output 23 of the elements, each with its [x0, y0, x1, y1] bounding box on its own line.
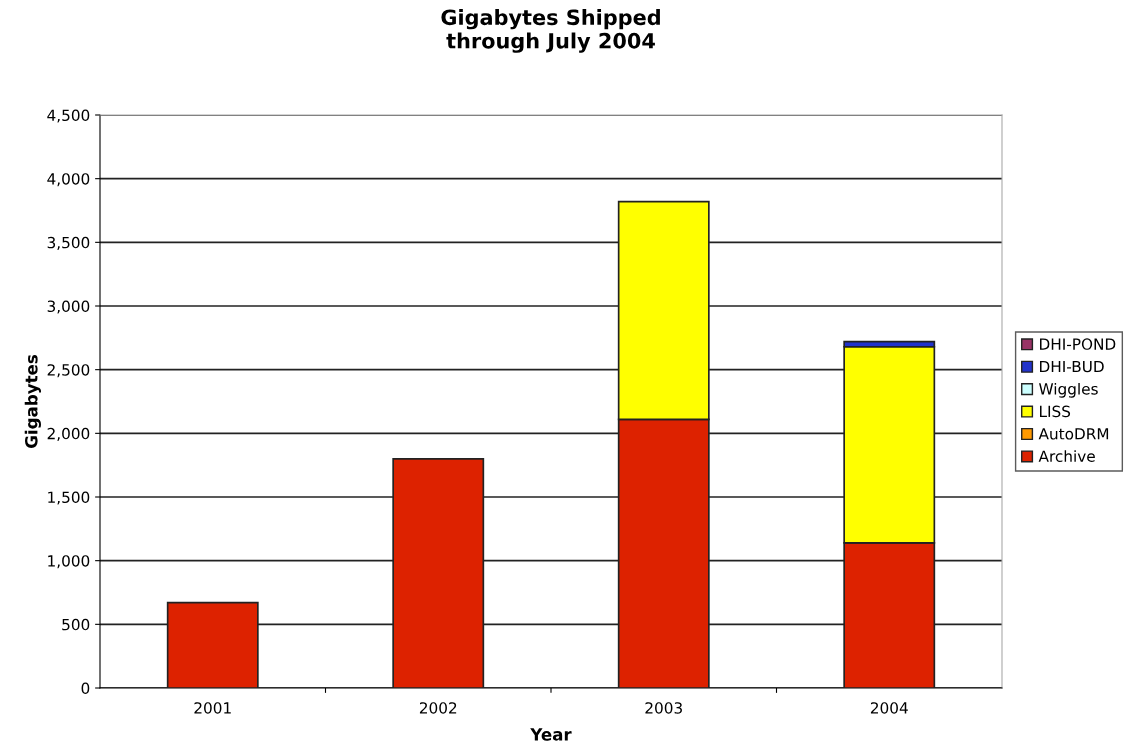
x-tick-label: 2004 — [870, 702, 908, 714]
legend-label: DHI-BUD — [1040, 360, 1104, 373]
y-tick-label: 3,500 — [47, 236, 90, 250]
y-tick-label: 0 — [81, 682, 90, 695]
legend-label: Wiggles — [1039, 382, 1098, 398]
legend-label: DHI-POND — [1040, 338, 1116, 350]
legend-label: Archive — [1038, 450, 1095, 462]
y-tick-label: 4,000 — [47, 173, 90, 187]
x-axis-title: Year — [530, 728, 572, 741]
y-axis-title: Gigabytes — [24, 355, 41, 448]
y-tick-label: 4,500 — [47, 109, 90, 123]
y-tick-label: 1,000 — [48, 555, 90, 569]
y-tick-label: 2,500 — [47, 364, 90, 378]
legend-label: LISS — [1040, 405, 1071, 418]
y-tick-label: 1,500 — [48, 491, 90, 505]
chart-title: Gigabytes Shipped through July 2004 — [441, 9, 660, 53]
y-tick-label: 500 — [62, 618, 90, 631]
x-tick-label: 2002 — [419, 702, 457, 714]
x-tick-label: 2001 — [194, 702, 231, 714]
legend-label: AutoDRM — [1038, 428, 1109, 440]
x-tick-label: 2003 — [645, 702, 682, 714]
y-tick-label: 2,000 — [47, 427, 90, 441]
y-tick-label: 3,000 — [47, 300, 90, 314]
